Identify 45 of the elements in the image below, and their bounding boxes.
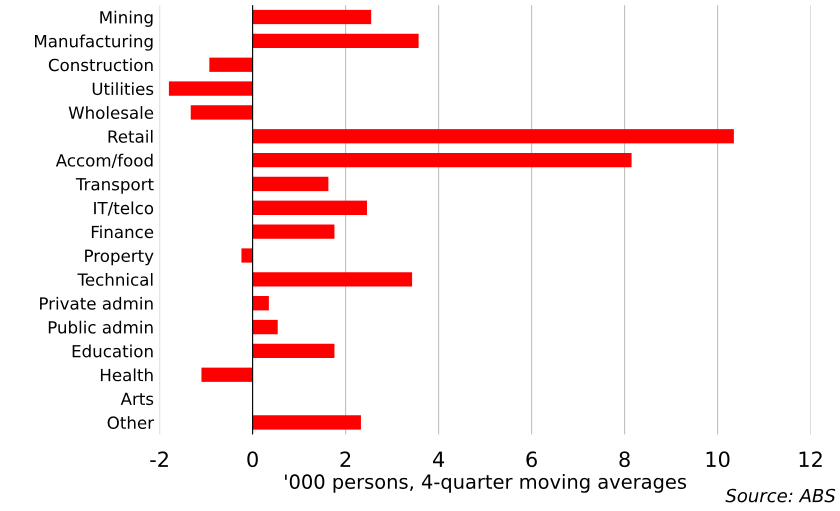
- x-tick-label: 10: [706, 451, 730, 468]
- y-tick-label: Accom/food: [56, 154, 153, 168]
- y-tick-label: Health: [100, 368, 153, 382]
- bar: [252, 272, 412, 286]
- bar: [190, 105, 253, 120]
- bar: [252, 320, 278, 334]
- bar: [168, 81, 253, 96]
- bar: [209, 58, 253, 72]
- y-tick-label: Arts: [120, 392, 154, 406]
- x-tick-label: 8: [619, 451, 630, 468]
- x-tick-label: 4: [432, 452, 444, 467]
- bar: [252, 200, 367, 215]
- bar: [241, 248, 253, 263]
- y-tick-label: Construction: [48, 58, 153, 72]
- y-tick-label: Private admin: [40, 296, 153, 310]
- bar: [252, 34, 419, 48]
- y-tick-label: Property: [85, 250, 154, 266]
- x-axis-title: '000 persons, 4-quarter moving averages: [285, 474, 686, 493]
- y-tick-label: Public admin: [48, 320, 153, 334]
- bar: [252, 129, 734, 144]
- x-tick-label: 6: [526, 451, 537, 468]
- y-tick-label: Finance: [92, 225, 154, 238]
- y-tick-label: Transport: [76, 178, 154, 194]
- bar: [252, 344, 334, 358]
- bar: [252, 415, 361, 430]
- bar: [252, 224, 334, 239]
- bar: [252, 176, 328, 192]
- y-tick-label: Mining: [100, 10, 153, 27]
- y-tick-label: Other: [108, 416, 154, 429]
- x-tick-label: -2: [150, 451, 168, 467]
- y-tick-label: Wholesale: [68, 106, 154, 119]
- y-tick-label: Education: [72, 344, 153, 358]
- bar: [201, 368, 253, 382]
- y-tick-label: IT/telco: [94, 201, 154, 216]
- bar: [252, 152, 632, 168]
- x-tick-label: 2: [340, 451, 350, 467]
- bar: [252, 296, 269, 310]
- x-tick-label: 12: [800, 451, 822, 467]
- source-note: Source: ABS: [725, 488, 836, 502]
- y-tick-label: Technical: [77, 273, 152, 286]
- x-tick-label: 0: [247, 451, 258, 468]
- y-tick-label: Manufacturing: [34, 34, 153, 51]
- bar: [252, 10, 372, 24]
- y-tick-label: Retail: [108, 130, 152, 143]
- y-tick-label: Utilities: [92, 82, 154, 96]
